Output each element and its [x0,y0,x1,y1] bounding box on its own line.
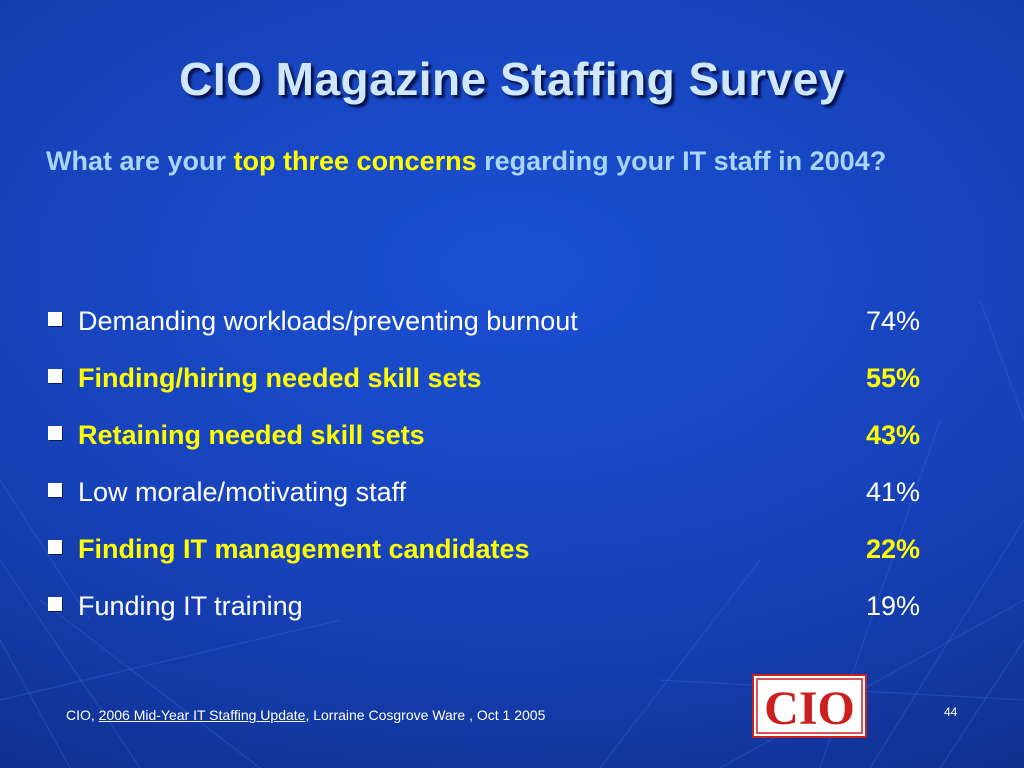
slide-title: CIO Magazine Staffing Survey [179,53,845,105]
concern-label: Demanding workloads/preventing burnout [78,306,578,336]
concern-label: Retaining needed skill sets [78,420,425,450]
concern-percent: 19% [866,591,921,621]
concern-label: Finding/hiring needed skill sets [78,363,482,393]
list-item: Retaining needed skill sets 43% [46,414,946,471]
square-bullet-icon [48,540,62,554]
concern-label: Finding IT management candidates [78,534,530,564]
square-bullet-icon [48,483,62,497]
citation-prefix: CIO, [66,707,99,723]
source-citation: CIO, 2006 Mid-Year IT Staffing Update, L… [66,707,545,723]
list-item: Funding IT training 19% [46,585,946,642]
square-bullet-icon [48,597,62,611]
page-number: 44 [944,705,958,719]
question-prefix: What are your [46,146,234,176]
square-bullet-icon [48,426,62,440]
concern-percent: 74% [866,306,921,336]
logo-text: CIO [764,682,855,735]
concern-label: Funding IT training [78,591,303,621]
concerns-list: Demanding workloads/preventing burnout 7… [46,300,946,642]
list-item: Low morale/motivating staff 41% [46,471,946,528]
concern-percent: 43% [866,420,921,450]
concern-percent: 41% [866,477,921,507]
square-bullet-icon [48,369,62,383]
question-highlight: top three concerns [233,146,477,176]
list-item: Finding IT management candidates 22% [46,528,946,585]
cio-logo-icon: CIO [756,678,863,735]
square-bullet-icon [48,312,62,326]
concern-label: Low morale/motivating staff [78,477,407,507]
citation-suffix: , Lorraine Cosgrove Ware , Oct 1 2005 [305,707,546,723]
list-item: Finding/hiring needed skill sets 55% [46,357,946,414]
list-item: Demanding workloads/preventing burnout 7… [46,300,946,357]
question-suffix: regarding your IT staff in 2004? [476,146,887,176]
cio-logo: CIO [752,674,867,738]
citation-link[interactable]: 2006 Mid-Year IT Staffing Update [98,707,306,723]
concern-percent: 55% [866,363,921,393]
concern-percent: 22% [866,534,921,564]
survey-question: What are your top three concerns regardi… [46,142,986,180]
